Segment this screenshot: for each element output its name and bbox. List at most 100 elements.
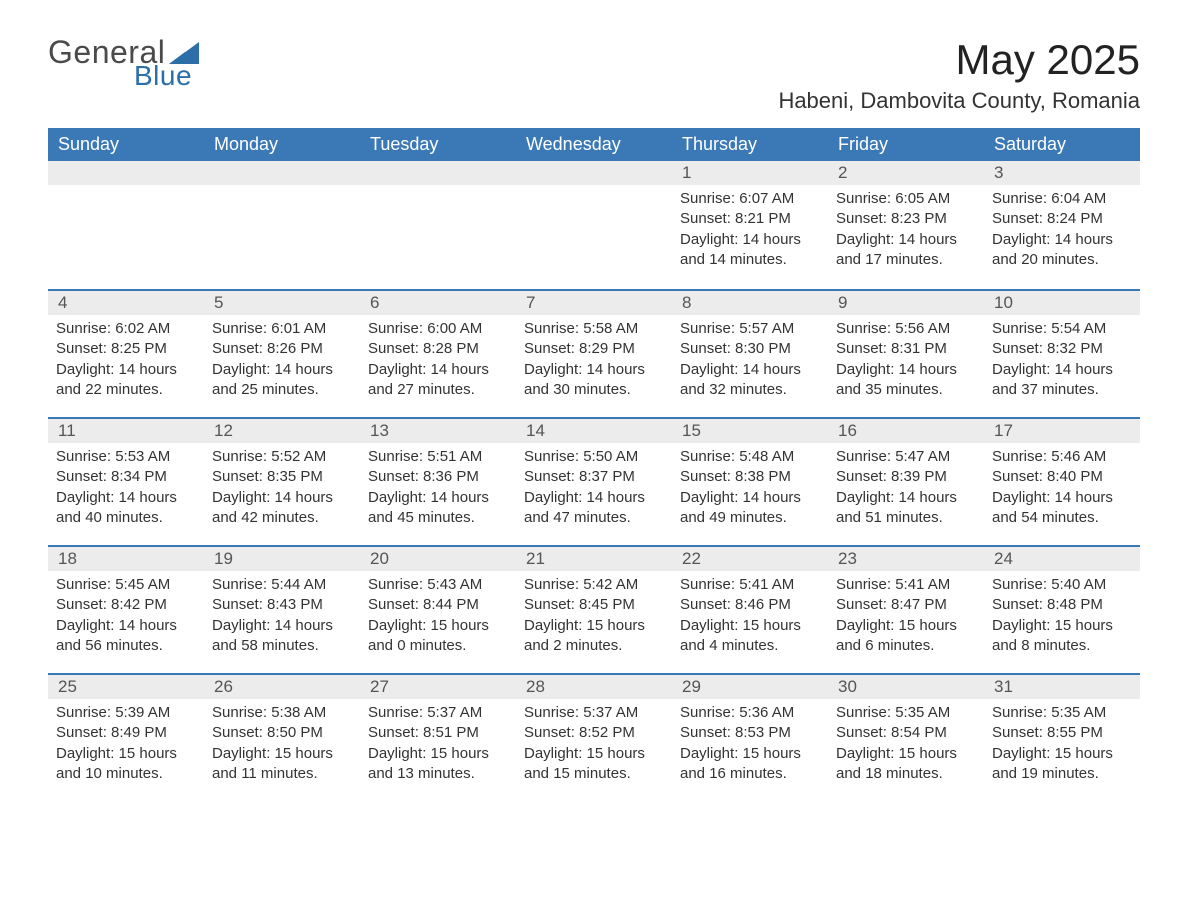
day-sunset: Sunset: 8:29 PM [524,339,664,359]
day-day1: Daylight: 14 hours [680,488,820,508]
date-number: 20 [360,547,516,571]
day-sunset: Sunset: 8:39 PM [836,467,976,487]
day-day1: Daylight: 15 hours [524,744,664,764]
calendar-week: 25 Sunrise: 5:39 AMSunset: 8:49 PM Dayligh… [48,673,1140,801]
calendar-day: 21Sunrise: 5:42 AMSunset: 8:45 PMDayligh… [516,547,672,673]
date-number: 7 [516,291,672,315]
calendar-day [360,161,516,289]
date-number [360,161,516,185]
day-sunrise: Sunrise: 6:04 AM [992,189,1132,209]
calendar-day: 26Sunrise: 5:38 AMSunset: 8:50 PMDayligh… [204,675,360,801]
day-sunrise: Sunrise: 5:39 AM [56,703,196,723]
calendar-day: 16Sunrise: 5:47 AMSunset: 8:39 PMDayligh… [828,419,984,545]
day-day2: and 8 minutes. [992,636,1132,656]
day-day1: Daylight: 14 hours [836,360,976,380]
day-day2: and 16 minutes. [680,764,820,784]
day-sunset: Sunset: 8:49 PM [56,723,196,743]
day-day1: Daylight: 14 hours [680,360,820,380]
day-sunset: Sunset: 8:50 PM [212,723,352,743]
date-number: 12 [204,419,360,443]
day-sunset: Sunset: 8:47 PM [836,595,976,615]
calendar-day: 12Sunrise: 5:52 AMSunset: 8:35 PMDayligh… [204,419,360,545]
day-sunset: Sunset: 8:46 PM [680,595,820,615]
day-sunrise: Sunrise: 5:56 AM [836,319,976,339]
day-day1: Daylight: 14 hours [212,360,352,380]
day-sunrise: Sunrise: 5:36 AM [680,703,820,723]
calendar-day: 5Sunrise: 6:01 AMSunset: 8:26 PMDaylight… [204,291,360,417]
weeks-container: 1Sunrise: 6:07 AMSunset: 8:21 PMDaylight… [48,161,1140,801]
day-day2: and 40 minutes. [56,508,196,528]
day-sunrise: Sunrise: 5:42 AM [524,575,664,595]
calendar-day: 3Sunrise: 6:04 AMSunset: 8:24 PMDaylight… [984,161,1140,289]
calendar-week: 11Sunrise: 5:53 AMSunset: 8:34 PMDayligh… [48,417,1140,545]
date-number: 10 [984,291,1140,315]
weekday-header: Thursday [672,128,828,161]
day-day2: and 15 minutes. [524,764,664,784]
date-number: 27 [360,675,516,699]
day-day1: Daylight: 15 hours [680,744,820,764]
date-number: 19 [204,547,360,571]
day-sunrise: Sunrise: 5:35 AM [992,703,1132,723]
date-number: 5 [204,291,360,315]
calendar-day: 28Sunrise: 5:37 AMSunset: 8:52 PMDayligh… [516,675,672,801]
date-number: 6 [360,291,516,315]
day-day2: and 19 minutes. [992,764,1132,784]
day-day1: Daylight: 14 hours [992,360,1132,380]
calendar: SundayMondayTuesdayWednesdayThursdayFrid… [48,128,1140,801]
day-day2: and 49 minutes. [680,508,820,528]
date-number [516,161,672,185]
weekday-header: Tuesday [360,128,516,161]
weekday-header: Sunday [48,128,204,161]
date-number: 18 [48,547,204,571]
date-number: 16 [828,419,984,443]
date-number [48,161,204,185]
weekday-header: Monday [204,128,360,161]
day-day1: Daylight: 14 hours [56,616,196,636]
date-number: 23 [828,547,984,571]
day-day1: Daylight: 15 hours [992,616,1132,636]
day-day2: and 11 minutes. [212,764,352,784]
day-day2: and 0 minutes. [368,636,508,656]
day-sunrise: Sunrise: 5:38 AM [212,703,352,723]
date-number: 25 [48,675,204,699]
day-sunrise: Sunrise: 5:51 AM [368,447,508,467]
date-number: 3 [984,161,1140,185]
title-block: May 2025 Habeni, Dambovita County, Roman… [778,36,1140,114]
day-day1: Daylight: 14 hours [368,360,508,380]
day-sunrise: Sunrise: 5:57 AM [680,319,820,339]
day-day1: Daylight: 14 hours [836,488,976,508]
day-day1: Daylight: 14 hours [992,488,1132,508]
day-day2: and 4 minutes. [680,636,820,656]
date-number: 14 [516,419,672,443]
day-sunset: Sunset: 8:23 PM [836,209,976,229]
calendar-page: General Blue May 2025 Habeni, Dambovita … [0,0,1188,841]
day-day2: and 47 minutes. [524,508,664,528]
day-day2: and 30 minutes. [524,380,664,400]
date-number: 31 [984,675,1140,699]
day-day2: and 2 minutes. [524,636,664,656]
day-sunset: Sunset: 8:40 PM [992,467,1132,487]
date-number: 15 [672,419,828,443]
calendar-day: 4Sunrise: 6:02 AMSunset: 8:25 PMDaylight… [48,291,204,417]
date-number: 17 [984,419,1140,443]
day-day2: and 20 minutes. [992,250,1132,270]
day-sunrise: Sunrise: 5:54 AM [992,319,1132,339]
calendar-week: 1Sunrise: 6:07 AMSunset: 8:21 PMDaylight… [48,161,1140,289]
weekday-header: Friday [828,128,984,161]
day-sunset: Sunset: 8:34 PM [56,467,196,487]
date-number: 22 [672,547,828,571]
day-sunset: Sunset: 8:26 PM [212,339,352,359]
day-sunrise: Sunrise: 5:48 AM [680,447,820,467]
calendar-day: 6Sunrise: 6:00 AMSunset: 8:28 PMDaylight… [360,291,516,417]
day-sunrise: Sunrise: 5:52 AM [212,447,352,467]
day-sunrise: Sunrise: 5:41 AM [836,575,976,595]
day-day1: Daylight: 14 hours [212,488,352,508]
calendar-day: 27Sunrise: 5:37 AMSunset: 8:51 PMDayligh… [360,675,516,801]
calendar-day: 18Sunrise: 5:45 AMSunset: 8:42 PMDayligh… [48,547,204,673]
day-day1: Daylight: 14 hours [680,230,820,250]
logo-top: General [48,36,199,68]
calendar-day: 23Sunrise: 5:41 AMSunset: 8:47 PMDayligh… [828,547,984,673]
day-day2: and 25 minutes. [212,380,352,400]
calendar-day: 1Sunrise: 6:07 AMSunset: 8:21 PMDaylight… [672,161,828,289]
day-day2: and 35 minutes. [836,380,976,400]
